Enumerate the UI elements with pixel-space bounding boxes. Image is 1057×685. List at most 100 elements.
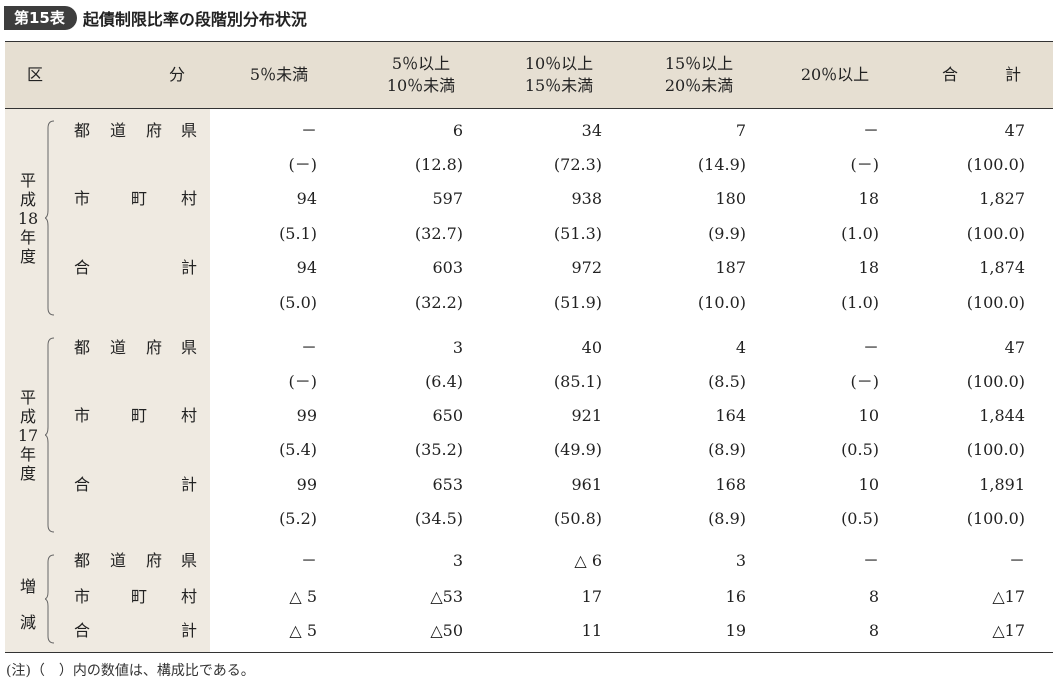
table-cell: (5.0): [279, 293, 317, 312]
table-cell: (5.1): [279, 224, 317, 243]
table-cell: (8.9): [708, 509, 746, 528]
row-label-column: [5, 109, 210, 652]
table-cell: 8: [868, 587, 879, 606]
table-cell: 1,891: [979, 475, 1025, 494]
row-label-char-pref: 県: [181, 121, 198, 140]
table-cell: 8: [868, 621, 879, 640]
table-title-text: 起債制限比率の段階別分布状況: [82, 10, 307, 29]
header-col-lt5: 5％未満: [249, 65, 309, 84]
table-cell: (1.0): [841, 293, 879, 312]
table-cell: 94: [296, 189, 317, 208]
row-label-char-muni: 市: [74, 189, 91, 208]
header-col-15to20-line2: 20％未満: [664, 76, 734, 95]
row-label-char-pref: 道: [110, 551, 127, 570]
table-cell: △17: [992, 587, 1025, 606]
header-col-10to15-line1: 10％以上: [524, 54, 594, 73]
table-cell: (6.4): [425, 372, 463, 391]
header-col-5to10-line1: 5％以上: [391, 54, 451, 73]
table-cell: －: [862, 551, 879, 570]
header-col-15to20: 15％以上 20％未満: [651, 53, 747, 97]
table-cell: －: [1008, 551, 1025, 570]
table-cell: 3: [735, 551, 746, 570]
table-cell: △17: [992, 621, 1025, 640]
row-label-char-total: 合: [74, 621, 91, 640]
table-cell: (5.2): [279, 509, 317, 528]
table-cell: (100.0): [966, 440, 1025, 459]
table-cell: △ 5: [289, 621, 317, 640]
row-label-char-pref: 都: [74, 551, 91, 570]
table-cell: (100.0): [966, 224, 1025, 243]
row-label-char-pref: 県: [181, 338, 198, 357]
table-cell: (5.4): [279, 440, 317, 459]
table-cell: 11: [581, 621, 602, 640]
table-cell: (100.0): [966, 372, 1025, 391]
row-label-char-pref: 道: [110, 338, 127, 357]
row-label-char-pref: 都: [74, 121, 91, 140]
table-cell: (34.5): [414, 509, 463, 528]
table-cell: (32.2): [414, 293, 463, 312]
table-cell: (85.1): [553, 372, 602, 391]
table-cell: 18: [858, 258, 879, 277]
table-cell: (－): [288, 155, 318, 174]
brace-h18: [45, 120, 55, 316]
table-cell: (100.0): [966, 155, 1025, 174]
table-cell: (49.9): [553, 440, 602, 459]
header-col-15to20-line1: 15％以上: [664, 54, 734, 73]
brace-h17: [45, 337, 55, 533]
table-cell: 653: [432, 475, 463, 494]
table-cell: 650: [432, 406, 463, 425]
table-cell: 597: [432, 189, 463, 208]
row-label-char-pref: 都: [74, 338, 91, 357]
table-cell: (72.3): [553, 155, 602, 174]
table-cell: (－): [850, 372, 880, 391]
data-table: 区 分 5％未満 5％以上 10％未満 10％以上 15％未満 15％以上 20…: [5, 41, 1053, 653]
row-label-char-pref: 府: [146, 121, 163, 140]
table-cell: 164: [715, 406, 746, 425]
table-header: 区 分 5％未満 5％以上 10％未満 10％以上 15％未満 15％以上 20…: [5, 42, 1053, 109]
header-col-10to15-line2: 15％未満: [524, 76, 594, 95]
table-cell: 1,874: [979, 258, 1025, 277]
header-col-10to15: 10％以上 15％未満: [511, 53, 607, 97]
table-cell: 180: [715, 189, 746, 208]
table-cell: 4: [735, 338, 746, 357]
table-title: 第15表 起債制限比率の段階別分布状況: [4, 6, 307, 30]
row-label-char-pref: 府: [146, 338, 163, 357]
table-cell: 6: [452, 121, 463, 140]
table-cell: 603: [432, 258, 463, 277]
table-cell: 1,844: [979, 406, 1025, 425]
table-cell: 10: [858, 406, 879, 425]
row-label-char-total: 合: [74, 258, 91, 277]
table-cell: 961: [571, 475, 602, 494]
table-cell: (50.8): [553, 509, 602, 528]
table-cell: －: [862, 338, 879, 357]
header-ku: 区: [27, 65, 44, 84]
table-cell: (8.9): [708, 440, 746, 459]
row-label-char-total: 計: [181, 621, 198, 640]
row-label-char-muni: 町: [131, 587, 148, 606]
table-cell: 99: [296, 475, 317, 494]
table-cell: (14.9): [697, 155, 746, 174]
table-cell: (35.2): [414, 440, 463, 459]
table-cell: 187: [715, 258, 746, 277]
table-number-badge: 第15表: [4, 6, 77, 30]
table-cell: 16: [725, 587, 746, 606]
table-cell: 1,827: [979, 189, 1025, 208]
table-cell: (0.5): [841, 509, 879, 528]
header-col-ge20: 20％以上: [800, 65, 870, 84]
table-cell: 34: [581, 121, 602, 140]
table-cell: △50: [430, 621, 463, 640]
table-cell: (0.5): [841, 440, 879, 459]
table-cell: (12.8): [414, 155, 463, 174]
table-cell: 168: [715, 475, 746, 494]
table-cell: (100.0): [966, 293, 1025, 312]
header-total-b: 計: [1005, 65, 1022, 84]
table-cell: 3: [452, 551, 463, 570]
table-cell: (10.0): [697, 293, 746, 312]
table-cell: 972: [571, 258, 602, 277]
table-cell: 94: [296, 258, 317, 277]
header-col-5to10: 5％以上 10％未満: [373, 53, 469, 97]
table-cell: (9.9): [708, 224, 746, 243]
group-label-h18: 平成 18 年度: [17, 171, 39, 266]
table-cell: (8.5): [708, 372, 746, 391]
table-cell: 47: [1004, 338, 1025, 357]
